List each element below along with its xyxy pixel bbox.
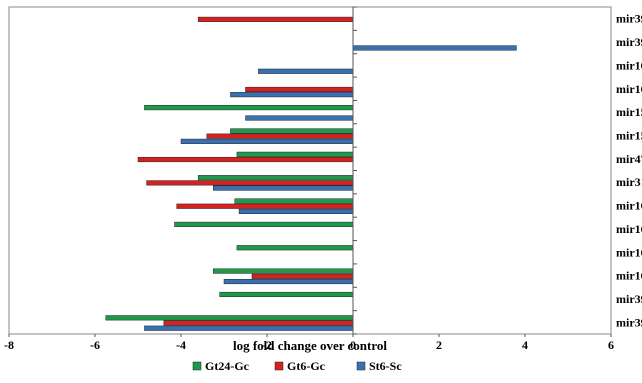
legend-swatch	[356, 361, 366, 371]
bar-Gt6-Gc-mir156g	[206, 133, 354, 139]
bar-Gt24-Gc-mir319a	[197, 175, 354, 181]
category-label: mir393b	[616, 12, 642, 26]
bar-Gt24-Gc-mir396a	[105, 315, 354, 321]
bar-St6-Sc-mir160i	[258, 68, 354, 74]
category-label: mir167c	[616, 222, 642, 236]
category-label: mir169o	[616, 199, 642, 213]
plot-area-frame	[8, 6, 612, 335]
bar-Gt6-Gc-mir319a	[146, 180, 354, 186]
legend-label: Gt6-Gc	[287, 359, 326, 373]
legend-label: Gt24-Gc	[205, 359, 250, 373]
bar-Gt6-Gc-mir166g	[245, 86, 354, 93]
legend-swatch	[192, 361, 202, 371]
category-label: mir166g	[616, 82, 642, 96]
bar-Gt24-Gc-mir166a	[213, 268, 354, 274]
category-label: mir160i	[616, 58, 642, 72]
x-tick-label: 6	[608, 338, 614, 352]
x-tick-label: 0	[350, 338, 356, 352]
category-label: mir397a	[616, 35, 642, 49]
category-label: mir164a	[616, 245, 642, 259]
bar-Gt24-Gc-mir477	[236, 151, 354, 157]
bar-Gt24-Gc-mir156g	[230, 128, 354, 134]
category-label: mir396a	[616, 315, 642, 329]
bar-St6-Sc-mir166g	[230, 92, 354, 98]
legend: Gt24-Gc Gt6-Gc St6-Sc	[192, 359, 402, 373]
bar-Gt6-Gc-mir393b	[197, 16, 354, 22]
bar-Gt24-Gc-mir164a	[236, 245, 354, 251]
category-label: mir166a	[616, 269, 642, 283]
x-tick-label: 4	[522, 338, 528, 352]
x-tick-label: 2	[436, 338, 442, 352]
bar-Gt6-Gc-mir169o	[176, 203, 354, 209]
bar-Gt24-Gc-mir156b	[144, 105, 354, 111]
category-label: mir396d	[616, 292, 642, 306]
bar-St6-Sc-mir169o	[238, 208, 354, 214]
category-label: mir319a	[616, 175, 642, 189]
bar-Gt6-Gc-mir166a	[251, 273, 354, 279]
bar-St6-Sc-mir156b	[245, 115, 354, 121]
category-label: mir156g	[616, 128, 642, 142]
bar-St6-Sc-mir156g	[180, 138, 354, 144]
legend-swatch	[274, 361, 284, 371]
category-label: mir156b	[616, 105, 642, 119]
x-tick-label: -2	[262, 338, 272, 352]
x-tick-label: -6	[90, 338, 100, 352]
bar-St6-Sc-mir319a	[213, 185, 354, 191]
bar-St6-Sc-mir396a	[144, 325, 354, 331]
bar-Gt6-Gc-mir477	[137, 156, 354, 163]
x-tick-labels: -8 -6 -4 -2 0 2 4 6	[4, 338, 614, 352]
category-label: mir477	[616, 152, 642, 166]
category-labels: mir393b mir397a mir160i mir166g mir156b mir15…	[616, 12, 642, 330]
axis-ticks	[8, 6, 612, 337]
legend-label: St6-Sc	[369, 359, 402, 373]
x-tick-label: -4	[176, 338, 186, 352]
bar-Gt24-Gc-mir167c	[174, 221, 354, 227]
x-tick-label: -8	[4, 338, 14, 352]
bar-St6-Sc-mir397a	[352, 45, 517, 51]
x-axis-label: log fold change over control	[233, 338, 387, 353]
bars-layer	[105, 16, 517, 331]
bar-Gt6-Gc-mir396a	[163, 320, 354, 326]
bar-Gt24-Gc-mir169o	[234, 198, 354, 204]
bar-Gt24-Gc-mir396d	[219, 291, 354, 298]
bar-St6-Sc-mir166a	[223, 278, 354, 285]
